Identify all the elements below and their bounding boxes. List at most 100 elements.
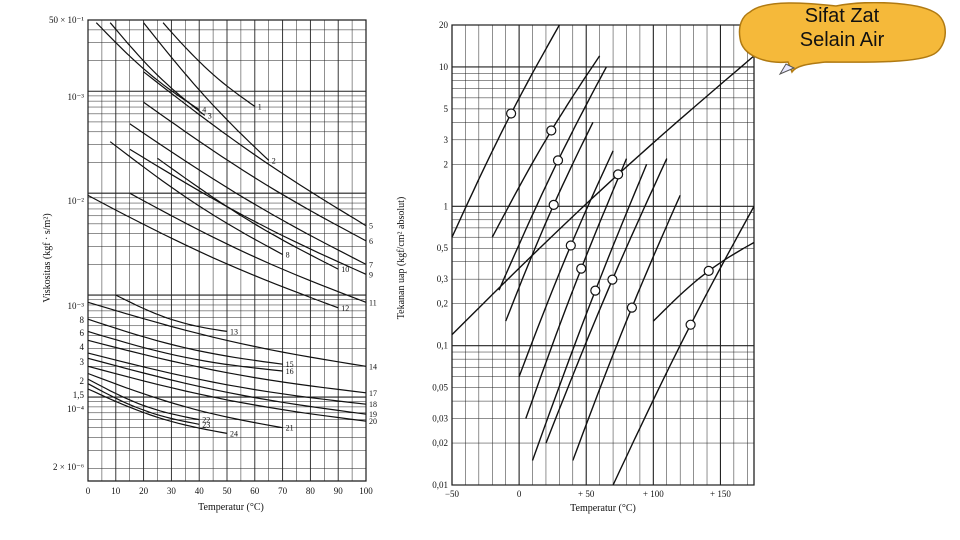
viscosity-x-axis-label: Temperatur (°C): [198, 502, 264, 513]
viscosity-curve-9: [129, 148, 367, 275]
vapor-curve-marker: [703, 265, 714, 276]
viscosity-curves: [87, 22, 367, 434]
viscosity-curve-label: 3: [208, 111, 212, 120]
vapor-y-tick: 1: [444, 201, 449, 211]
viscosity-y-ticks: 50 × 10⁻¹ 10⁻³ 10⁻² 10⁻³ 8 6 4 3 2 1,5 10⁻⁴ 2 × 10⁻…: [49, 15, 85, 472]
viscosity-y-tick: 10⁻⁴: [67, 404, 84, 414]
vapor-y-tick: 0,05: [432, 383, 448, 393]
vapor-x-tick: 0: [517, 489, 522, 499]
viscosity-y-tick: 10⁻³: [68, 92, 85, 102]
vapor-curve-marker: [546, 125, 557, 136]
vapor-curve-marker: [590, 285, 601, 296]
viscosity-chart: 123456789101112131415161718192021222324 …: [42, 15, 377, 513]
viscosity-x-tick: 70: [278, 486, 288, 496]
viscosity-curve-label: 9: [369, 270, 373, 279]
viscosity-x-tick: 100: [359, 486, 373, 496]
viscosity-curve-label: 2: [272, 156, 276, 165]
vapor-curve-marker: [552, 155, 564, 166]
vapor-y-tick: 10: [439, 62, 449, 72]
viscosity-gridlines: [87, 19, 367, 481]
vapor-curve-s12: [652, 241, 755, 322]
viscosity-y-tick: 3: [80, 357, 85, 367]
viscosity-y-tick: 6: [80, 328, 85, 338]
viscosity-curve-4: [95, 22, 200, 111]
vapor-y-tick: 0,5: [437, 243, 449, 253]
viscosity-x-tick: 30: [167, 486, 177, 496]
viscosity-curve-label: 17: [369, 389, 377, 398]
viscosity-curve-22: [87, 378, 200, 421]
vapor-curve-marker: [565, 240, 576, 251]
viscosity-x-tick: 10: [111, 486, 121, 496]
pencil-icon: [778, 63, 796, 76]
vapor-plot-frame: [451, 24, 755, 486]
viscosity-curve-label: 4: [202, 106, 206, 115]
vapor-curve-marker: [685, 319, 696, 330]
viscosity-curve-label: 20: [369, 417, 377, 426]
vapor-x-tick: + 50: [578, 489, 595, 499]
vapor-y-tick: 5: [444, 104, 449, 114]
vapor-curve-marker: [548, 199, 559, 210]
vapor-curve-s5: [451, 55, 755, 336]
vapor-pressure-chart: −50 0 + 50 + 100 + 150 20 10 5 3 2 1 0,5 0,3 0,2 0,1 0…: [396, 20, 755, 514]
viscosity-curve-label: 6: [369, 237, 373, 246]
vapor-curve-marker: [612, 169, 624, 180]
viscosity-curve-1: [162, 22, 256, 107]
viscosity-y-tick: 8: [80, 315, 85, 325]
vapor-curve-s6: [518, 150, 614, 377]
vapor-curves: [451, 24, 755, 486]
viscosity-curve-10: [157, 157, 339, 270]
vapor-circle-markers: [506, 108, 714, 330]
vapor-curve-s8: [531, 164, 648, 461]
vapor-x-axis-label: Temperatur (°C): [570, 503, 636, 514]
viscosity-curve-label: 8: [286, 251, 290, 260]
viscosity-curve-label: 18: [369, 400, 377, 409]
viscosity-x-tick: 40: [195, 486, 205, 496]
viscosity-curve-2: [143, 22, 270, 161]
viscosity-curve-label: 5: [369, 222, 373, 231]
viscosity-curve-label: 11: [369, 298, 377, 307]
vapor-y-tick: 20: [439, 20, 449, 30]
viscosity-curve-label: 1: [258, 102, 262, 111]
vapor-curve-marker: [506, 108, 517, 119]
vapor-y-tick: 0,01: [432, 480, 448, 490]
viscosity-curve-8: [109, 141, 283, 256]
viscosity-curve-13: [115, 294, 228, 332]
viscosity-curve-15: [87, 318, 283, 365]
viscosity-y-tick: 2 × 10⁻⁶: [53, 462, 84, 472]
viscosity-curve-label: 22: [202, 416, 210, 425]
vapor-gridlines: [451, 24, 754, 486]
viscosity-curve-label: 16: [286, 367, 294, 376]
callout-bubble: [738, 2, 946, 76]
viscosity-curve-label: 19: [369, 410, 377, 419]
viscosity-curve-14: [87, 301, 367, 367]
callout-line-2: Selain Air: [799, 29, 885, 51]
vapor-y-tick: 0,02: [432, 438, 448, 448]
viscosity-x-tick: 50: [223, 486, 233, 496]
viscosity-curve-19: [87, 357, 367, 415]
viscosity-curve-18: [87, 352, 367, 405]
vapor-x-tick: + 150: [710, 489, 731, 499]
callout-shape: [738, 2, 946, 74]
viscosity-curve-label: 15: [286, 360, 294, 369]
viscosity-x-tick: 0: [86, 486, 91, 496]
viscosity-curve-5: [143, 71, 367, 227]
vapor-y-tick: 0,03: [432, 414, 448, 424]
viscosity-curve-label: 7: [369, 260, 373, 269]
vapor-x-tick: −50: [445, 489, 460, 499]
viscosity-y-tick: 50 × 10⁻¹: [49, 15, 84, 25]
vapor-x-ticks: −50 0 + 50 + 100 + 150: [445, 489, 731, 499]
viscosity-curve-label: 21: [286, 424, 294, 433]
vapor-y-tick: 3: [444, 135, 449, 145]
viscosity-y-tick: 10⁻³: [68, 301, 85, 311]
viscosity-curve-label: 24: [230, 429, 238, 438]
viscosity-curve-21: [87, 372, 283, 429]
viscosity-curve-12: [87, 194, 339, 309]
viscosity-curve-6: [143, 101, 367, 242]
vapor-y-axis-label: Tekanan uap (kgf/cm² absolut): [396, 197, 407, 320]
callout-line-1: Sifat Zat: [804, 5, 880, 27]
vapor-y-tick: 0,1: [437, 341, 448, 351]
viscosity-curve-20: [87, 365, 367, 422]
viscosity-x-tick: 90: [334, 486, 344, 496]
